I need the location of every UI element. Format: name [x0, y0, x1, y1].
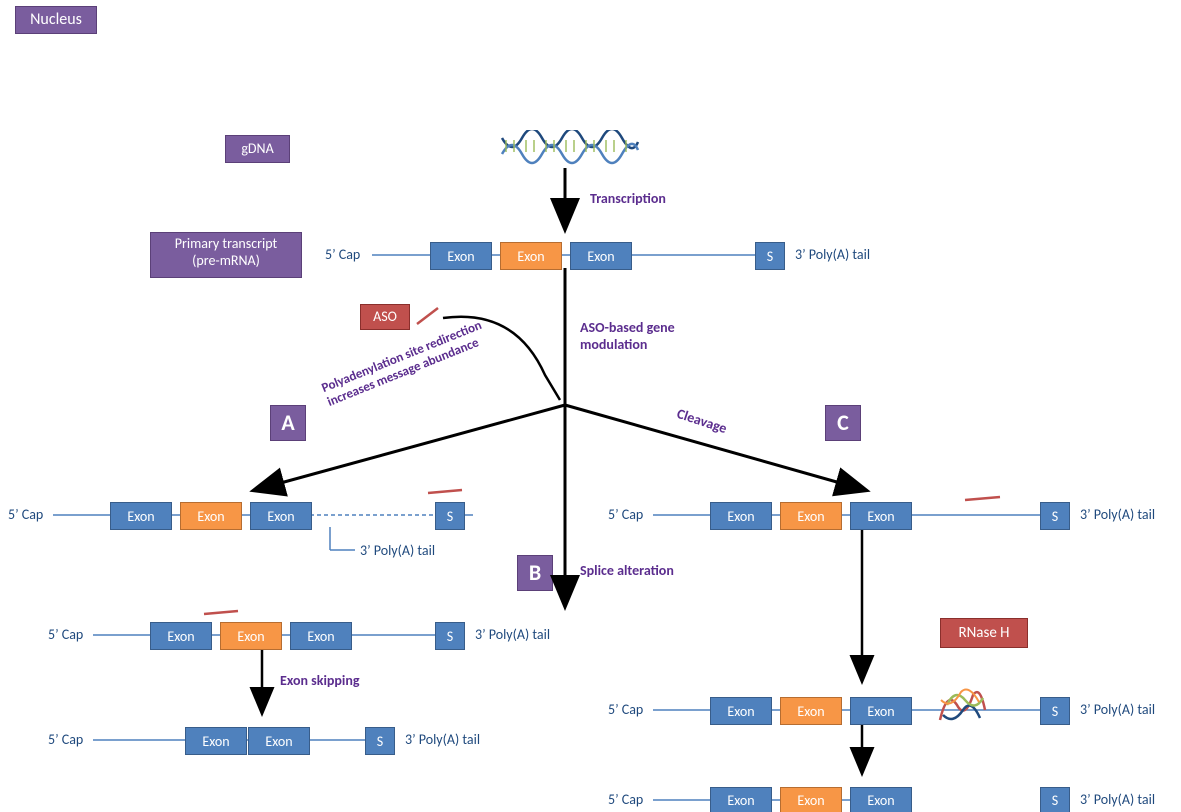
cap5-c2: 5’ Cap — [608, 701, 643, 718]
exon-box: Exon — [780, 502, 842, 530]
polya-b1: 3’ Poly(A) tail — [475, 626, 550, 643]
s-box: S — [755, 242, 785, 270]
s-box: S — [1040, 697, 1070, 725]
s-box: S — [435, 622, 465, 650]
s-box: S — [1040, 787, 1070, 812]
exon-box: Exon — [290, 622, 352, 650]
polya-primary: 3’ Poly(A) tail — [795, 246, 870, 263]
exon-box: Exon — [710, 697, 772, 725]
cap5-c3: 5’ Cap — [608, 791, 643, 808]
exon-box: Exon — [710, 502, 772, 530]
polya-b2: 3’ Poly(A) tail — [405, 731, 480, 748]
exon-box: Exon — [850, 697, 912, 725]
s-box: S — [365, 727, 395, 755]
exon-box: Exon — [430, 242, 492, 270]
exon-box: Exon — [110, 502, 172, 530]
exon-box: Exon — [220, 622, 282, 650]
cap5-b1: 5’ Cap — [48, 626, 83, 643]
polya-c2: 3’ Poly(A) tail — [1080, 701, 1155, 718]
exon-box: Exon — [150, 622, 212, 650]
exon-box: Exon — [500, 242, 562, 270]
exon-box: Exon — [570, 242, 632, 270]
cap5-b2: 5’ Cap — [48, 731, 83, 748]
exon-box: Exon — [185, 727, 247, 755]
exon-box: Exon — [250, 502, 312, 530]
exon-box: Exon — [780, 787, 842, 812]
cap5-a: 5’ Cap — [8, 506, 43, 523]
s-box: S — [1040, 502, 1070, 530]
diagram-svg — [0, 0, 1181, 812]
polya-c3: 3’ Poly(A) tail — [1080, 791, 1155, 808]
exon-box: Exon — [248, 727, 310, 755]
exon-box: Exon — [850, 502, 912, 530]
polya-c: 3’ Poly(A) tail — [1080, 506, 1155, 523]
polya-a: 3’ Poly(A) tail — [360, 542, 435, 559]
s-box: S — [435, 502, 465, 530]
exon-box: Exon — [780, 697, 842, 725]
exon-box: Exon — [710, 787, 772, 812]
cap5-c: 5’ Cap — [608, 506, 643, 523]
exon-box: Exon — [850, 787, 912, 812]
cap5-primary: 5’ Cap — [325, 246, 360, 263]
exon-box: Exon — [180, 502, 242, 530]
protein-icon — [935, 680, 990, 730]
